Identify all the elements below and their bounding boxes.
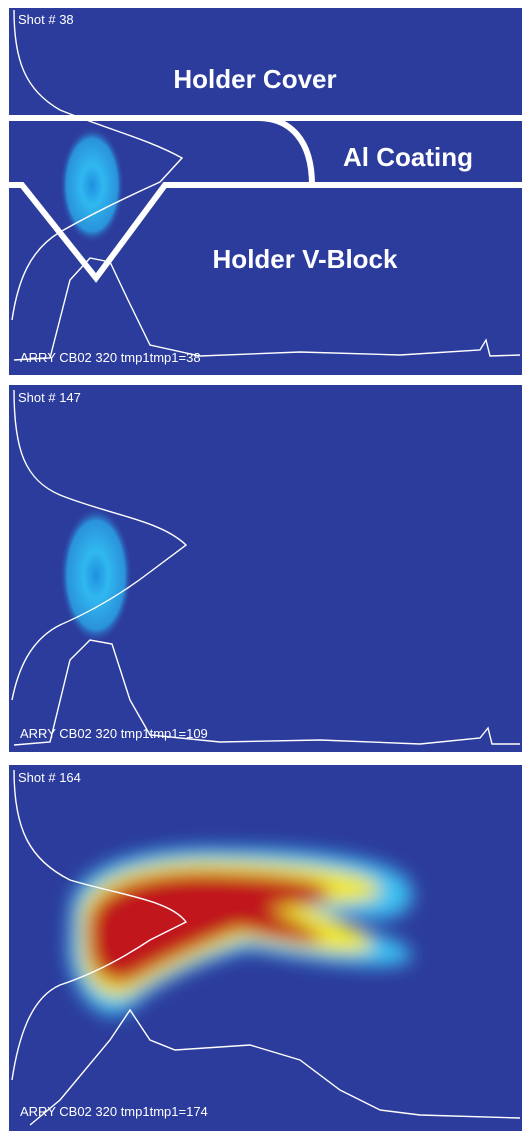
heat-spot [60, 127, 124, 243]
annotation: Holder V-Block [213, 244, 398, 274]
footer-label: ARRY CB02 320 tmp1tmp1=109 [20, 726, 208, 741]
annotation: Al Coating [343, 142, 473, 172]
panel-3: Shot # 164 ARRY CB02 320 tmp1tmp1=174 [9, 765, 522, 1131]
heat-spot [60, 507, 132, 643]
annotation: Holder Cover [173, 64, 336, 94]
panel-2: Shot # 147 ARRY CB02 320 tmp1tmp1=109 [9, 385, 522, 752]
footer-label: ARRY CB02 320 tmp1tmp1=38 [20, 350, 201, 365]
shot-label: Shot # 147 [18, 390, 81, 405]
shot-label: Shot # 164 [18, 770, 81, 785]
footer-label: ARRY CB02 320 tmp1tmp1=174 [20, 1104, 208, 1119]
panel-1: Shot # 38 Holder Cover Al Coating Holder… [9, 8, 522, 375]
shot-label: Shot # 38 [18, 12, 74, 27]
figure: Shot # 38 Holder Cover Al Coating Holder… [0, 0, 524, 1133]
